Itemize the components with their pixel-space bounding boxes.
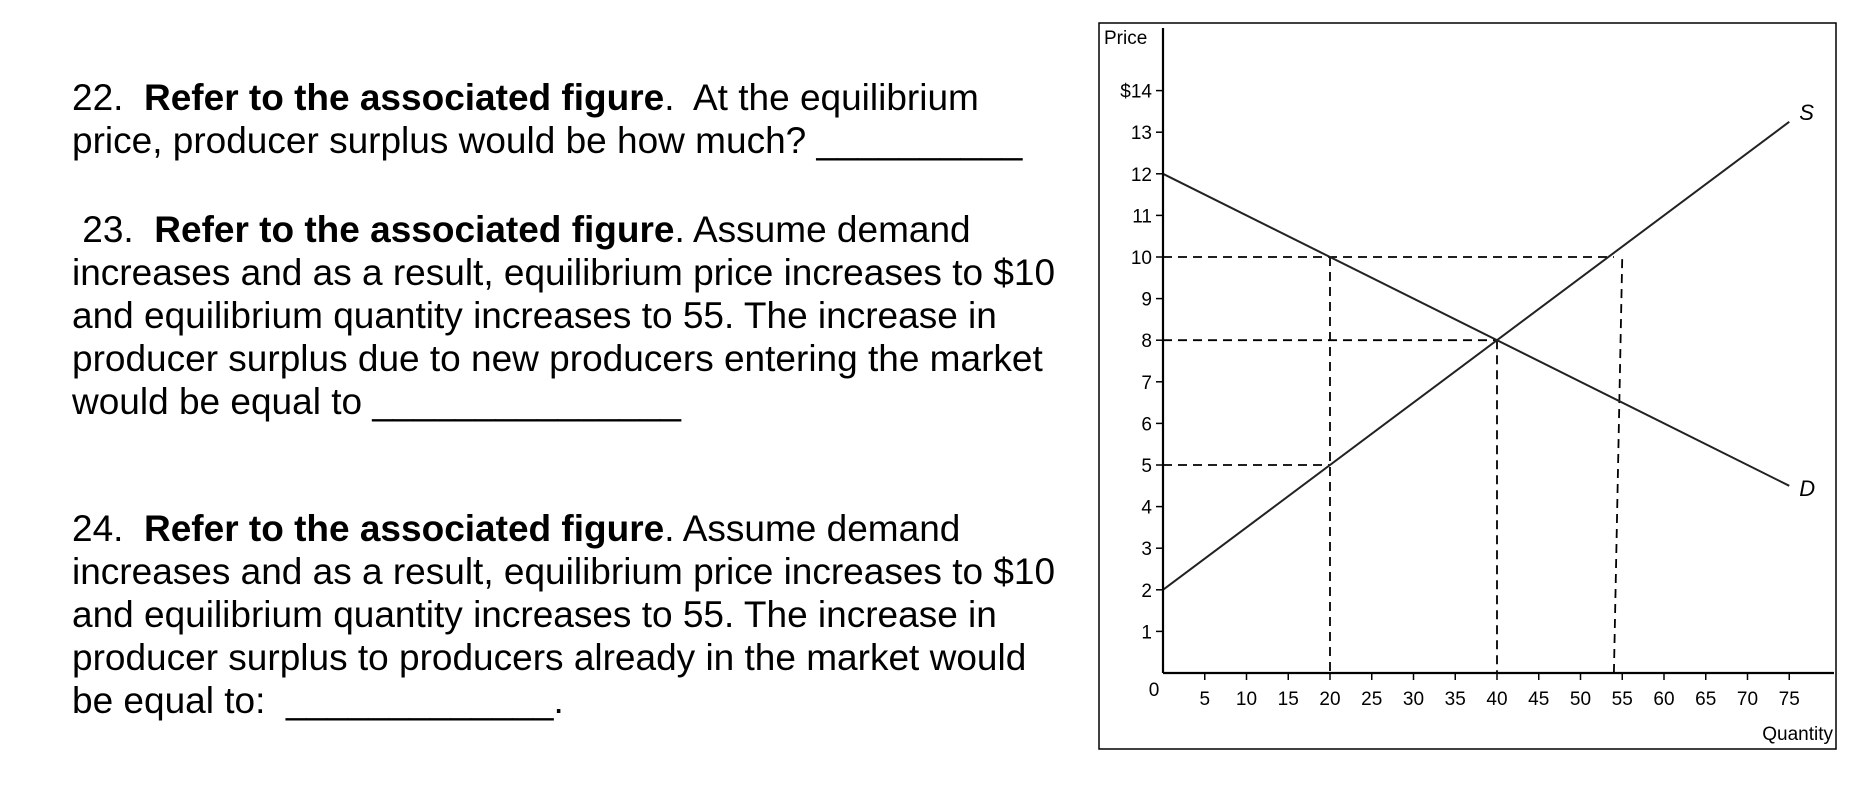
question-line: . At the equilibrium: [664, 77, 979, 118]
x-tick-label: 25: [1361, 689, 1382, 710]
y-tick-label: 5: [1141, 456, 1152, 477]
y-axis-label: Price: [1104, 28, 1147, 49]
question-number: 24.: [72, 508, 124, 549]
question-24: 24. Refer to the associated figure. Assu…: [72, 507, 1072, 722]
y-tick-label: 10: [1131, 248, 1152, 269]
axes: [1161, 28, 1834, 675]
question-line: . Assume demand: [674, 209, 971, 250]
vertical-reference-line: [1613, 256, 1624, 674]
question-bold-lead: Refer to the associated figure: [144, 508, 665, 549]
question-line: price, producer surplus would be how muc…: [72, 120, 1023, 161]
y-tick-label: 8: [1141, 331, 1152, 352]
x-tick-label: 35: [1445, 689, 1466, 710]
question-line: . Assume demand: [664, 508, 961, 549]
x-ticks: 5 10 15 20 25 30 35 40 45 50 55 60 65 70 75: [1199, 673, 1800, 710]
y-tick-label: 1: [1141, 622, 1152, 643]
y-tick-label: 9: [1141, 290, 1152, 311]
supply-label: S: [1799, 100, 1814, 125]
x-tick-label: 50: [1570, 689, 1591, 710]
supply-demand-chart: Price Quantity 0 SD 12345678910111213$14…: [1098, 22, 1837, 750]
figure-frame: [1098, 22, 1837, 750]
x-tick-label: 5: [1199, 689, 1210, 710]
y-tick-label: 2: [1141, 581, 1152, 602]
x-tick-label: 70: [1737, 689, 1758, 710]
y-tick-label: 4: [1141, 498, 1152, 519]
y-tick-label: 12: [1131, 165, 1152, 186]
y-tick-label: $14: [1120, 82, 1152, 103]
question-line: be equal to: _____________.: [72, 680, 564, 721]
question-22: 22. Refer to the associated figure. At t…: [72, 76, 1072, 162]
reference-lines: [1163, 256, 1624, 674]
question-line: would be equal to _______________: [72, 381, 682, 422]
x-tick-label: 65: [1695, 689, 1716, 710]
x-tick-label: 20: [1319, 689, 1340, 710]
supply-curve: [1162, 120, 1790, 591]
question-line: increases and as a result, equilibrium p…: [72, 551, 1056, 592]
question-line: and equilibrium quantity increases to 55…: [72, 594, 997, 635]
question-bold-lead: Refer to the associated figure: [154, 209, 675, 250]
curves: SD: [1162, 100, 1815, 591]
y-tick-label: 11: [1132, 206, 1152, 227]
x-tick-label: 45: [1528, 689, 1549, 710]
x-tick-label: 15: [1278, 689, 1299, 710]
question-number: 22.: [72, 77, 124, 118]
demand-curve: [1162, 172, 1790, 487]
x-tick-label: 55: [1612, 689, 1633, 710]
question-number: 23.: [72, 209, 134, 250]
question-23: 23. Refer to the associated figure. Assu…: [72, 208, 1072, 423]
y-tick-label: 3: [1141, 539, 1152, 560]
x-tick-label: 60: [1653, 689, 1674, 710]
x-tick-label: 40: [1486, 689, 1507, 710]
y-tick-label: 7: [1141, 373, 1152, 394]
question-bold-lead: Refer to the associated figure: [144, 77, 665, 118]
question-line: and equilibrium quantity increases to 55…: [72, 295, 997, 336]
x-axis-label: Quantity: [1762, 724, 1833, 745]
question-line: producer surplus to producers already in…: [72, 637, 1027, 678]
x-tick-label: 10: [1236, 689, 1257, 710]
question-line: increases and as a result, equilibrium p…: [72, 252, 1056, 293]
x-tick-label: 75: [1779, 689, 1800, 710]
y-tick-label: 6: [1141, 414, 1152, 435]
question-line: producer surplus due to new producers en…: [72, 338, 1043, 379]
demand-label: D: [1799, 476, 1815, 501]
origin-label: 0: [1149, 680, 1160, 701]
y-tick-label: 13: [1131, 123, 1152, 144]
x-tick-label: 30: [1403, 689, 1424, 710]
